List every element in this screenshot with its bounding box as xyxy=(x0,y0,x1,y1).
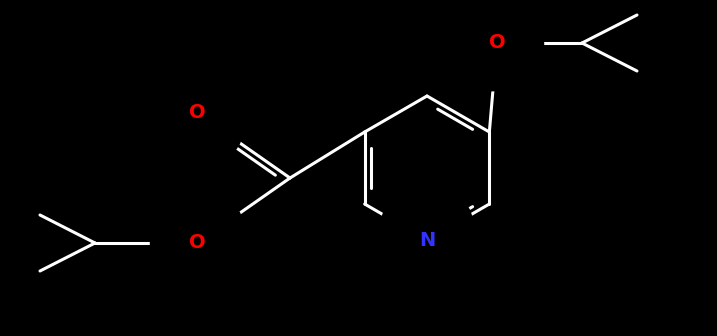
Text: O: O xyxy=(189,103,205,123)
Text: N: N xyxy=(419,230,435,250)
Text: O: O xyxy=(189,234,205,252)
Text: O: O xyxy=(489,34,505,52)
